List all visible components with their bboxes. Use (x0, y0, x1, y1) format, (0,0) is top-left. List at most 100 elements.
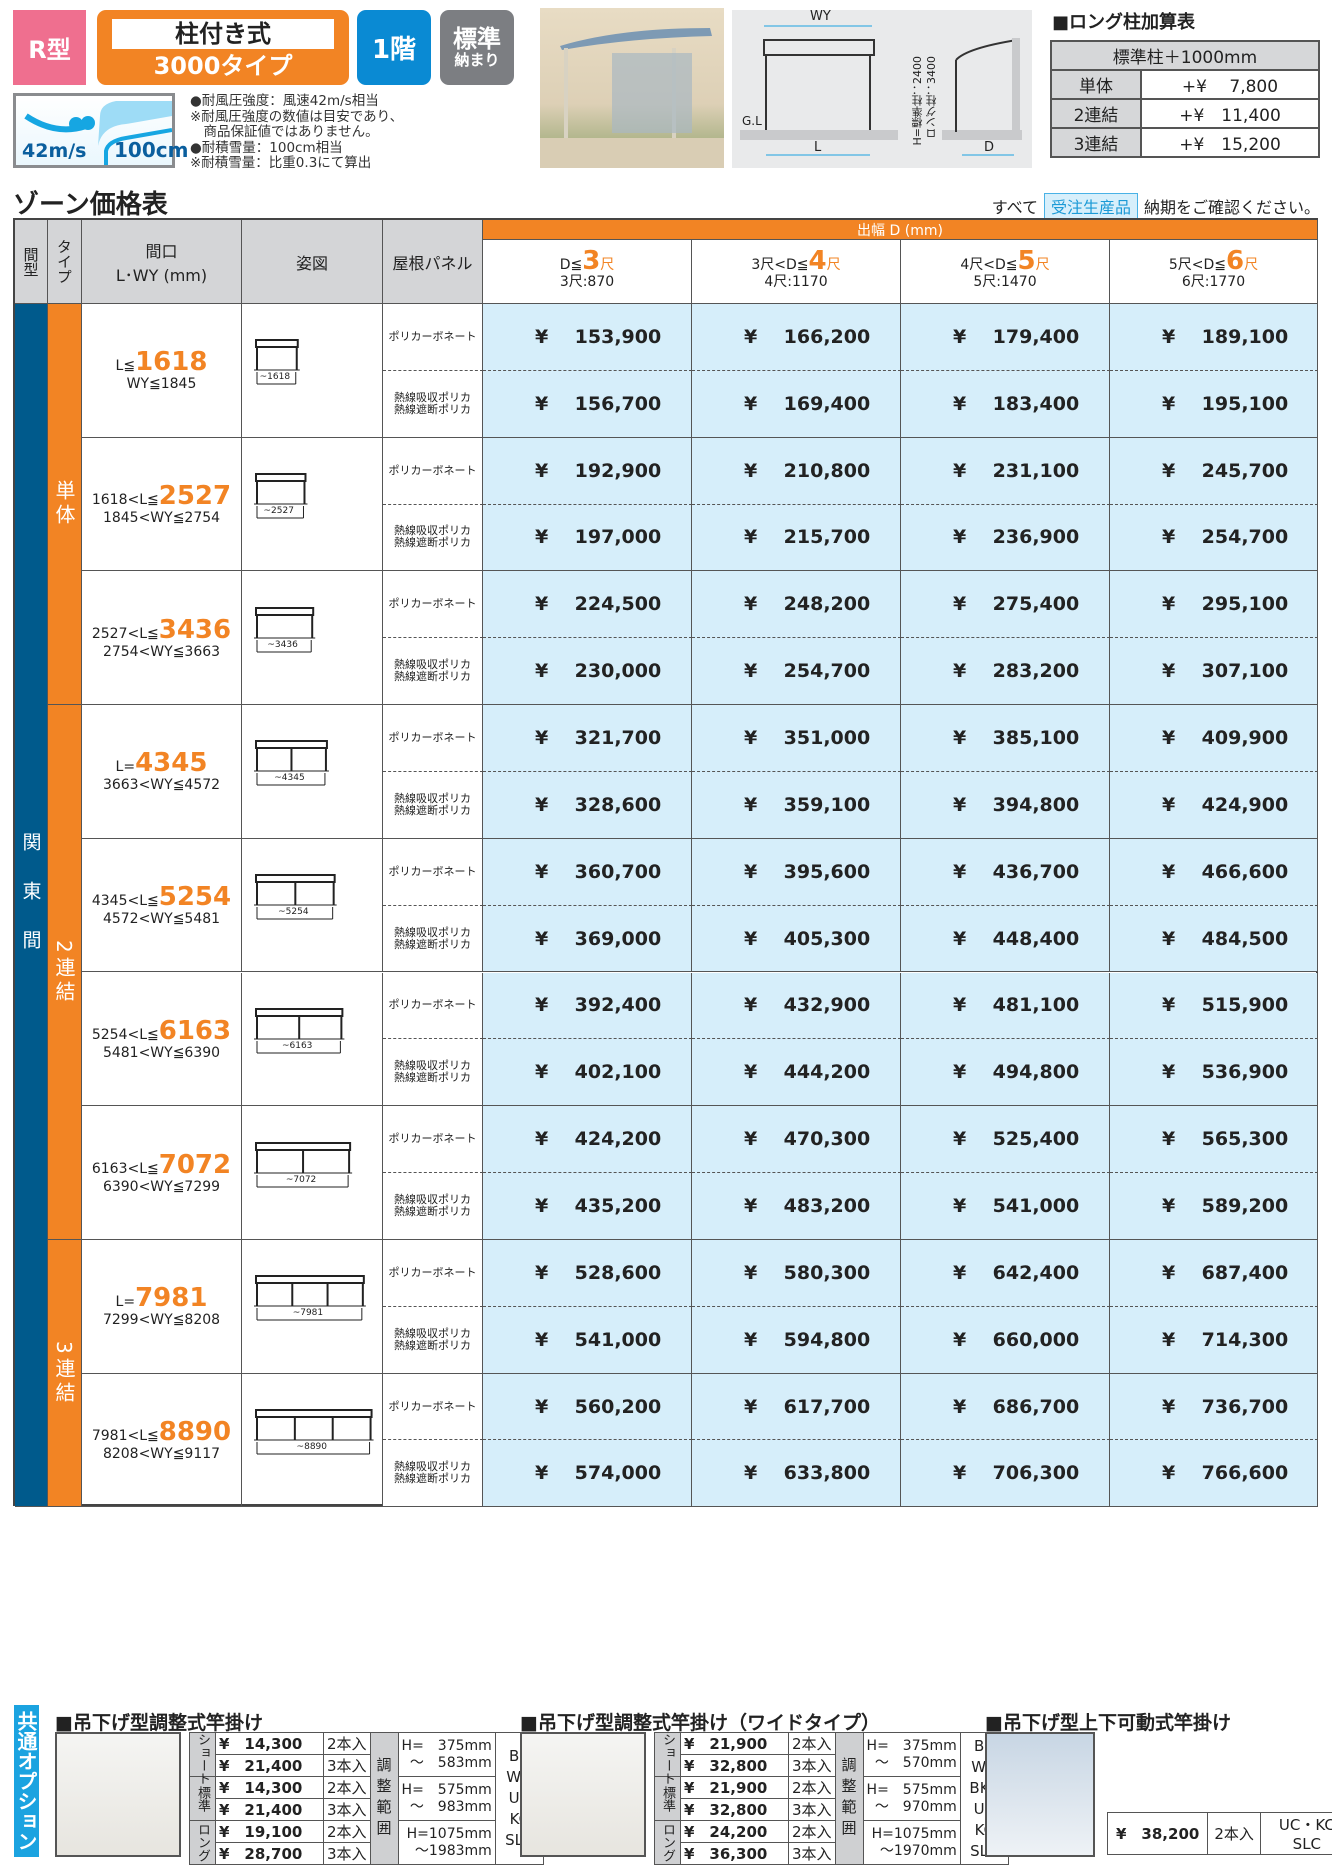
option-qty: 2本入 (323, 1776, 371, 1799)
l-range: 7981<L≦8890 (92, 1418, 231, 1446)
figure-cell: ~2527 (242, 437, 383, 572)
price-cell: ¥ 633,800 (692, 1440, 901, 1508)
l-num: 5254 (158, 882, 232, 913)
price-cell: ¥ 166,200 (692, 304, 901, 371)
figure: ~7981 (254, 1274, 368, 1338)
panel-cell: ポリカーボネート (383, 838, 483, 906)
d-label: D (984, 140, 995, 155)
gl-label: G.L (742, 114, 762, 128)
price-cell: ¥ 197,000 (483, 504, 692, 572)
note: ●耐風圧強度：風速42m/s相当 (190, 93, 379, 109)
depth-num: 4 (808, 245, 827, 276)
standard-badge: 標準 納まり (440, 10, 514, 85)
figure-cell: ~4345 (242, 705, 383, 839)
figure-label: ~4345 (274, 773, 305, 784)
price-cell: ¥ 541,000 (901, 1173, 1110, 1240)
price-cell: ¥ 394,800 (901, 771, 1110, 839)
option-price: ¥ 21,900 (680, 1732, 789, 1755)
price-cell: ¥ 215,700 (692, 504, 901, 572)
panel-cell: ポリカーボネート (383, 705, 483, 772)
l-range: L≦1618 (116, 348, 208, 376)
option-group-label: ショート (189, 1732, 216, 1785)
option-range: H= 375mm ～ 570mm (862, 1732, 961, 1777)
price-cell: ¥ 448,400 (901, 905, 1110, 973)
span-kanto: 関東間 (15, 304, 48, 1508)
wy-range: 8208<WY≦9117 (102, 1445, 221, 1462)
size-l2: L･WY (mm) (115, 265, 208, 285)
price-cell: ¥ 409,900 (1110, 705, 1318, 772)
price-cell: ¥ 283,200 (901, 638, 1110, 706)
price-cell: ¥ 402,100 (483, 1039, 692, 1107)
made-to-order-badge: 受注生産品 (1043, 193, 1138, 219)
price-cell: ¥ 687,400 (1110, 1239, 1318, 1307)
price-cell: ¥ 589,200 (1110, 1173, 1318, 1240)
price-cell: ¥ 736,700 (1110, 1373, 1318, 1441)
wy-range: 7299<WY≦8208 (102, 1312, 221, 1329)
type-group: 2連結 (48, 705, 82, 1240)
l-num: 4345 (135, 748, 208, 779)
panel-cell: 熱線吸収ポリカ 熱線遮断ポリカ (383, 504, 483, 572)
price-cell: ¥ 385,100 (901, 705, 1110, 772)
figure: ~6163 (254, 1007, 346, 1071)
panel-cell: 熱線吸収ポリカ 熱線遮断ポリカ (383, 1173, 483, 1240)
depth-range: 3尺<D≦4尺 (751, 248, 840, 274)
header-panel: 屋根パネル (383, 220, 483, 304)
l-range: 1618<L≦2527 (92, 482, 231, 510)
l-num: 3436 (158, 614, 232, 645)
header-depth: 出幅 D (mm) (483, 220, 1318, 240)
option-qty: 3本入 (788, 1842, 836, 1865)
depth-sub: 4尺:1170 (764, 273, 828, 290)
note: ●耐積雪量：100cm相当 (190, 139, 343, 156)
panel-cell: 熱線吸収ポリカ 熱線遮断ポリカ (383, 638, 483, 706)
wy-range: 2754<WY≦3663 (102, 643, 221, 660)
depth-range: 4尺<D≦5尺 (960, 248, 1049, 274)
l-pre: 4345<L≦ (91, 893, 159, 910)
type-group: 単体 (48, 304, 82, 706)
option-photo (985, 1732, 1095, 1857)
depth-sub: 6尺:1770 (1181, 273, 1246, 290)
figure-label: ~2527 (263, 506, 294, 517)
depth-col-header: 4尺<D≦5尺 5尺:1470 (901, 240, 1110, 304)
wind-value: 42m/s (22, 140, 87, 162)
l-label: L (814, 140, 822, 155)
l-range: L=7981 (116, 1284, 208, 1312)
option-qty: 2本入 (788, 1776, 836, 1799)
price-cell: ¥ 254,700 (1110, 504, 1318, 572)
price-cell: ¥ 484,500 (1110, 905, 1318, 973)
figure: ~1618 (254, 338, 302, 402)
option-qty: 3本入 (323, 1798, 371, 1821)
wy-range: 5481<WY≦6390 (102, 1044, 221, 1061)
option-price: ¥ 24,200 (680, 1820, 789, 1843)
layout-figure-icon (254, 874, 337, 920)
size-cell: 7981<L≦8890 8208<WY≦9117 (82, 1373, 242, 1508)
l-pre: 1618<L≦ (91, 492, 159, 509)
option-price: ¥ 36,300 (680, 1842, 789, 1865)
option-price: ¥ 32,800 (680, 1754, 789, 1777)
price-cell: ¥ 466,600 (1110, 838, 1318, 906)
l-pre: L= (115, 1294, 136, 1311)
price-cell: ¥ 560,200 (483, 1373, 692, 1441)
price-cell: ¥ 766,600 (1110, 1440, 1318, 1508)
size-cell: 6163<L≦7072 6390<WY≦7299 (82, 1106, 242, 1240)
depth-sub: 3尺:870 (559, 273, 615, 290)
option-price: ¥ 19,100 (215, 1820, 324, 1843)
figure-label: ~8890 (296, 1441, 327, 1452)
order-suffix: 納期をご確認ください。 (1143, 198, 1320, 217)
strength-notes: ●耐風圧強度：風速42m/s相当 ※耐風圧強度の数値は目安であり、 商品保証値で… (190, 93, 403, 172)
depth-pre: 5尺<D≦ (1168, 256, 1227, 273)
price-cell: ¥ 210,800 (692, 437, 901, 505)
size-cell: L=4345 3663<WY≦4572 (82, 705, 242, 839)
price-cell: ¥ 254,700 (692, 638, 901, 706)
h-standard: H=標準柱：2400 (911, 56, 924, 146)
price-cell: ¥ 183,400 (901, 370, 1110, 438)
figure: ~2527 (254, 472, 309, 536)
price-cell: ¥ 528,600 (483, 1239, 692, 1307)
note: ※耐積雪量：比重0.3にて算出 (190, 155, 372, 171)
type-group: 3連結 (48, 1239, 82, 1508)
layout-figure-icon (254, 1141, 353, 1188)
l-pre: 2527<L≦ (91, 625, 159, 642)
height-label: H=標準柱：2400 (911, 56, 924, 146)
size-cell: L=7981 7299<WY≦8208 (82, 1239, 242, 1374)
figure: ~7072 (254, 1141, 354, 1205)
